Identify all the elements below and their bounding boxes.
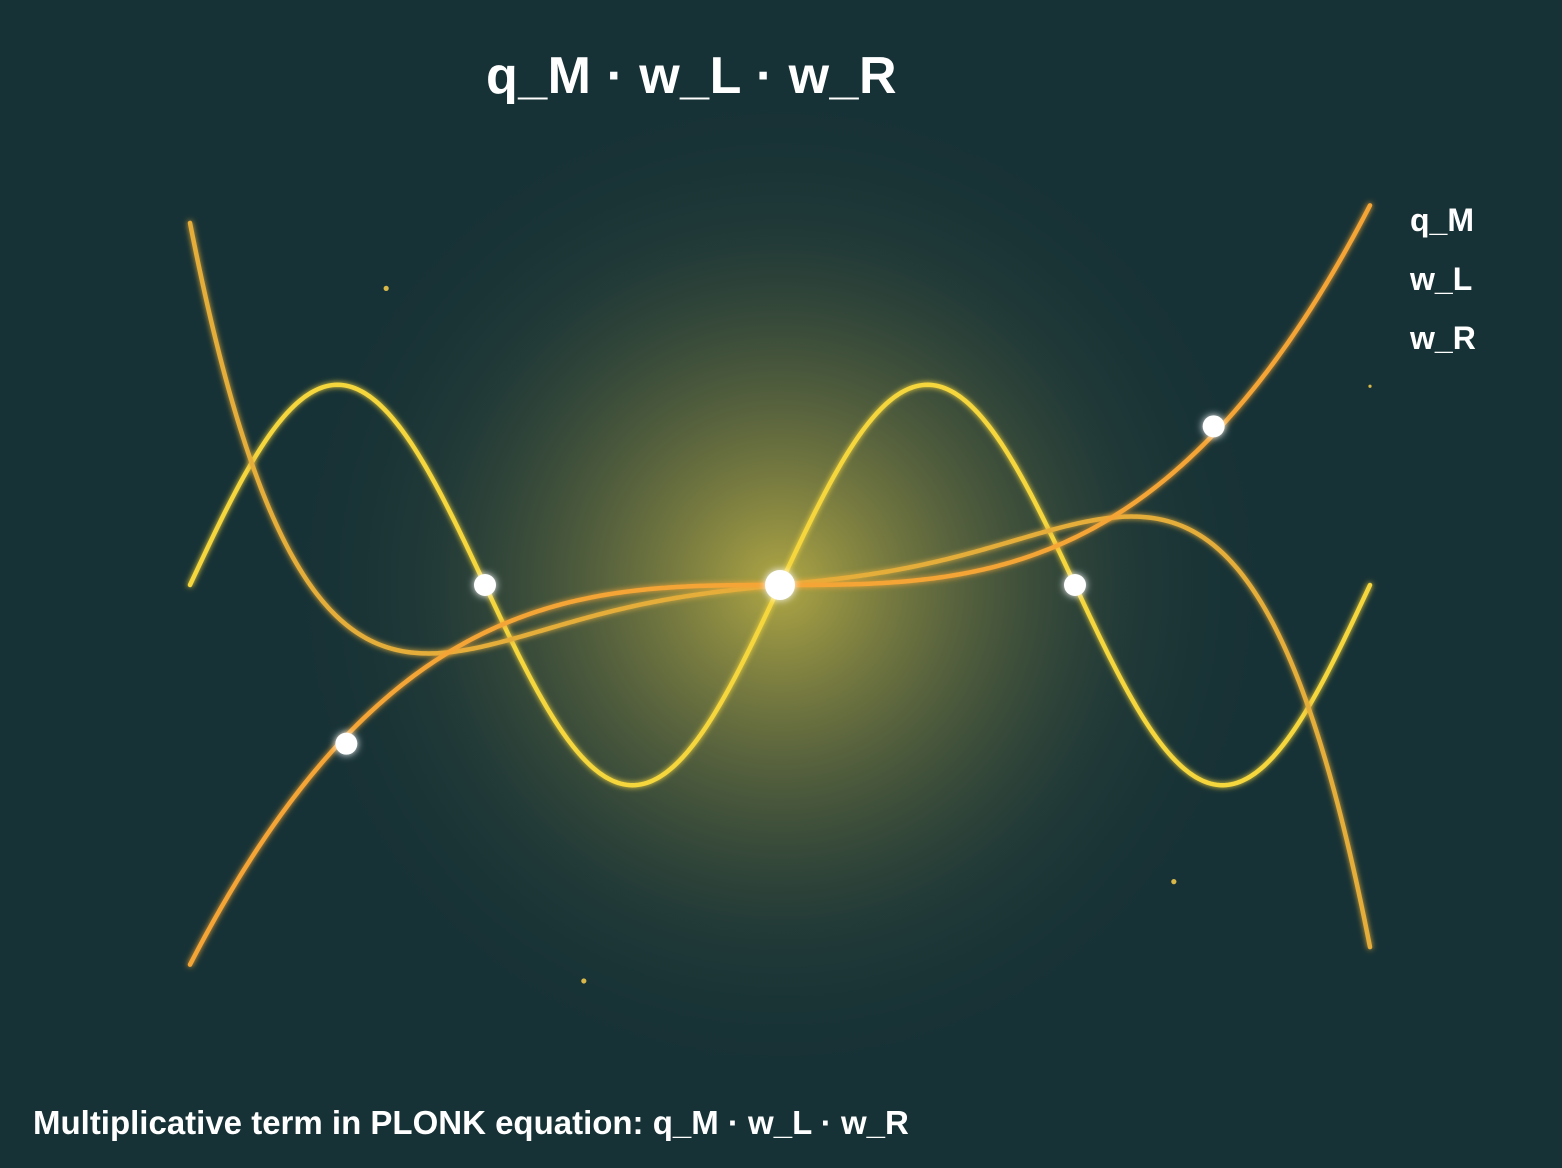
evaluation-point bbox=[335, 733, 357, 755]
sparkle-dot bbox=[1368, 385, 1371, 388]
sparkle-dot bbox=[581, 978, 586, 983]
legend-item-w-l: w_L bbox=[1410, 259, 1476, 318]
legend: q_M w_L w_R bbox=[1410, 200, 1476, 377]
legend-item-q-m: q_M bbox=[1410, 200, 1476, 259]
sparkle-dot bbox=[1171, 879, 1176, 884]
center-evaluation-point bbox=[765, 570, 795, 600]
caption: Multiplicative term in PLONK equation: q… bbox=[33, 1104, 909, 1142]
evaluation-point bbox=[474, 574, 496, 596]
sparkle-dot bbox=[384, 286, 389, 291]
diagram-title: q_M · w_L · w_R bbox=[486, 46, 897, 106]
evaluation-point bbox=[1203, 415, 1225, 437]
evaluation-point bbox=[1064, 574, 1086, 596]
legend-item-w-r: w_R bbox=[1410, 318, 1476, 377]
